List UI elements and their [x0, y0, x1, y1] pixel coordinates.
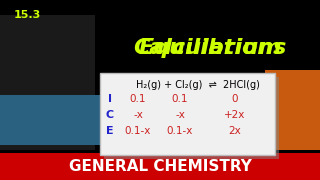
Text: I: I	[108, 94, 112, 104]
Text: H₂(g) + Cl₂(g)  ⇌  2HCl(g): H₂(g) + Cl₂(g) ⇌ 2HCl(g)	[136, 80, 260, 90]
Text: 0.1: 0.1	[130, 94, 146, 104]
Text: 15.3: 15.3	[14, 10, 41, 20]
Text: 2x: 2x	[228, 126, 241, 136]
Text: 0: 0	[232, 94, 238, 104]
FancyBboxPatch shape	[265, 70, 320, 150]
Text: Calculations: Calculations	[133, 38, 287, 58]
Text: E: E	[106, 126, 114, 136]
FancyBboxPatch shape	[104, 77, 279, 159]
Text: +2x: +2x	[224, 110, 246, 120]
Text: 0.1: 0.1	[172, 94, 188, 104]
Text: -x: -x	[133, 110, 143, 120]
Text: Equilibrium: Equilibrium	[138, 38, 282, 58]
FancyBboxPatch shape	[0, 95, 100, 145]
FancyBboxPatch shape	[0, 15, 95, 150]
Text: 0.1-x: 0.1-x	[167, 126, 193, 136]
FancyBboxPatch shape	[100, 73, 275, 155]
Text: GENERAL CHEMISTRY: GENERAL CHEMISTRY	[68, 159, 252, 174]
Text: -x: -x	[175, 110, 185, 120]
Text: 0.1-x: 0.1-x	[125, 126, 151, 136]
Text: C: C	[106, 110, 114, 120]
FancyBboxPatch shape	[0, 153, 320, 180]
